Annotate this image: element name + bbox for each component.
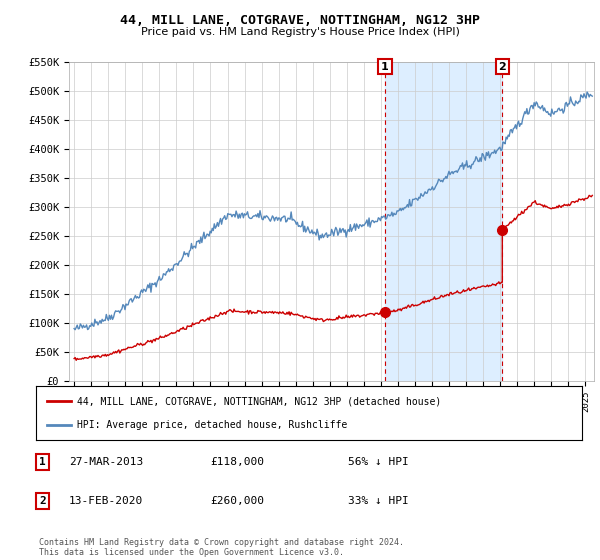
Text: 33% ↓ HPI: 33% ↓ HPI [348,496,409,506]
Text: 56% ↓ HPI: 56% ↓ HPI [348,457,409,467]
Bar [385,62,502,381]
Text: Contains HM Land Registry data © Crown copyright and database right 2024.
This d: Contains HM Land Registry data © Crown c… [39,538,404,557]
Text: 44, MILL LANE, COTGRAVE, NOTTINGHAM, NG12 3HP (detached house): 44, MILL LANE, COTGRAVE, NOTTINGHAM, NG1… [77,396,441,407]
Text: 2: 2 [39,496,46,506]
Text: 44, MILL LANE, COTGRAVE, NOTTINGHAM, NG12 3HP: 44, MILL LANE, COTGRAVE, NOTTINGHAM, NG1… [120,14,480,27]
Text: 13-FEB-2020: 13-FEB-2020 [69,496,143,506]
Text: HPI: Average price, detached house, Rushcliffe: HPI: Average price, detached house, Rush… [77,419,347,430]
Text: 1: 1 [39,457,46,467]
Text: Price paid vs. HM Land Registry's House Price Index (HPI): Price paid vs. HM Land Registry's House … [140,27,460,37]
Text: 2: 2 [499,62,506,72]
Text: £118,000: £118,000 [210,457,264,467]
Text: 27-MAR-2013: 27-MAR-2013 [69,457,143,467]
Text: £260,000: £260,000 [210,496,264,506]
Text: 1: 1 [381,62,389,72]
